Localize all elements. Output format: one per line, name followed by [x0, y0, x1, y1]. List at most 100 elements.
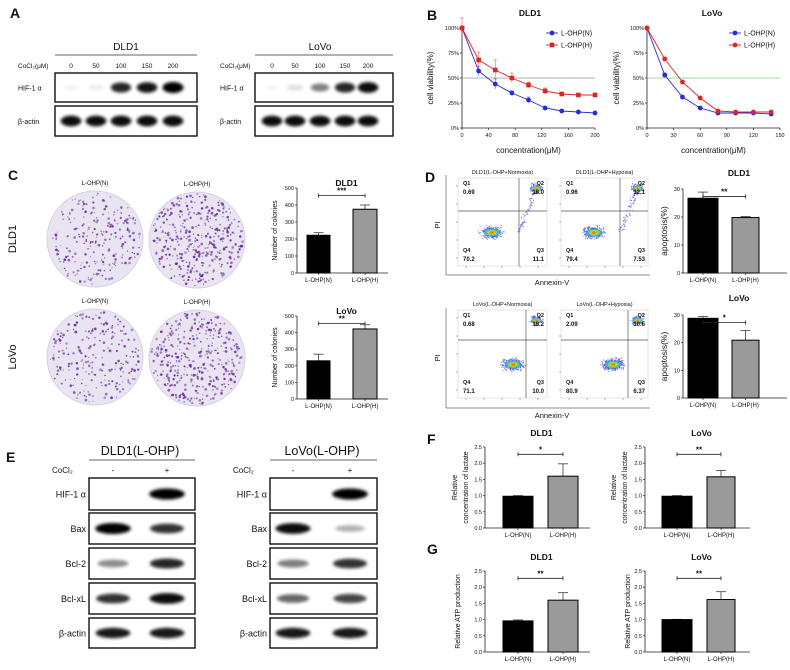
colony [176, 371, 180, 375]
colony [192, 374, 196, 377]
colony [186, 367, 188, 369]
y-tick-label: 0.0 [474, 526, 482, 532]
colony [219, 359, 222, 361]
event-dot [532, 199, 535, 201]
colony [83, 394, 86, 397]
colony [111, 380, 114, 383]
quadrant-name-q2: Q2 [537, 181, 544, 187]
protein-band [284, 115, 306, 127]
colony [81, 338, 84, 342]
event-dot [498, 235, 500, 237]
protein-band [334, 115, 356, 127]
colony [209, 380, 212, 383]
event-dot [533, 184, 536, 186]
colony [103, 269, 106, 272]
protein-band [96, 593, 130, 604]
colony [214, 228, 217, 231]
colony [205, 322, 208, 325]
colony [181, 352, 183, 354]
colony [116, 222, 119, 225]
colony [165, 384, 167, 387]
colony [235, 354, 239, 358]
quadrant-name-q2: Q2 [638, 313, 645, 319]
colony [188, 230, 191, 234]
event-dot [512, 370, 514, 372]
colony [104, 321, 108, 325]
event-dot [540, 192, 543, 194]
colony [168, 381, 171, 383]
event-dot [633, 184, 635, 186]
colony [65, 270, 67, 272]
data-point [751, 109, 756, 115]
colony [175, 396, 178, 399]
colony [128, 234, 132, 238]
colony [211, 385, 214, 388]
event-dot [594, 227, 596, 229]
colony [65, 347, 68, 350]
data-point [476, 57, 481, 63]
colony [227, 331, 231, 334]
colony [185, 356, 187, 358]
x-tick-label: L-OHP(H) [708, 533, 735, 539]
colony [234, 375, 237, 378]
colony [102, 323, 105, 326]
colony [55, 248, 58, 252]
y-tick-label: 75% [448, 51, 459, 57]
colony [192, 337, 195, 341]
colony [59, 368, 62, 371]
colony [131, 350, 134, 353]
y-axis-label: apoptosis(%) [659, 206, 669, 256]
colony [180, 375, 182, 377]
colony [133, 252, 136, 255]
colony [221, 363, 223, 366]
colony [186, 237, 188, 240]
event-dot [623, 364, 625, 366]
colony [199, 217, 203, 220]
y-tick-label: 200 [285, 237, 294, 243]
event-dot [479, 225, 481, 227]
series-lohph: L-OHP(H) [644, 25, 775, 115]
colony [215, 218, 217, 221]
colony [78, 349, 82, 353]
colony [200, 207, 204, 210]
y-tick-label: 1.0 [634, 618, 642, 624]
y-tick-label: 1.5 [634, 601, 642, 607]
colony [159, 351, 163, 354]
colony [177, 268, 179, 270]
colony [210, 318, 213, 321]
colony [166, 209, 170, 212]
event-dot [479, 232, 481, 235]
protein-band [136, 115, 158, 127]
colony [169, 369, 173, 372]
colony [117, 318, 120, 321]
event-dot [481, 237, 483, 240]
protein-label: HIF-1 α [237, 490, 267, 500]
colony [130, 370, 133, 373]
quadrant-value-q3: 11.1 [533, 257, 545, 263]
colony [191, 242, 193, 245]
colony [197, 373, 199, 375]
bar-hypoxia [706, 476, 736, 529]
y-axis-label: cell viability(%) [612, 51, 621, 104]
quadrant-name-q1: Q1 [566, 313, 573, 319]
colony [120, 212, 123, 214]
x-tick-label: 0 [460, 133, 463, 139]
colony [226, 246, 228, 248]
colony [117, 323, 119, 326]
colony [67, 362, 71, 365]
colony [82, 367, 84, 369]
y-tick-label: 500 [285, 186, 294, 192]
bar-normoxia [687, 197, 719, 274]
colony [117, 359, 120, 363]
colony [76, 269, 79, 272]
event-dot [628, 206, 630, 208]
event-dot [529, 203, 531, 205]
event-dot [535, 325, 537, 327]
y-tick-label: 20 [674, 341, 680, 347]
quadrant-name-q1: Q1 [566, 181, 573, 187]
colony [183, 383, 187, 387]
event-dot [523, 220, 526, 222]
colony [159, 363, 163, 367]
event-dot [632, 322, 634, 324]
